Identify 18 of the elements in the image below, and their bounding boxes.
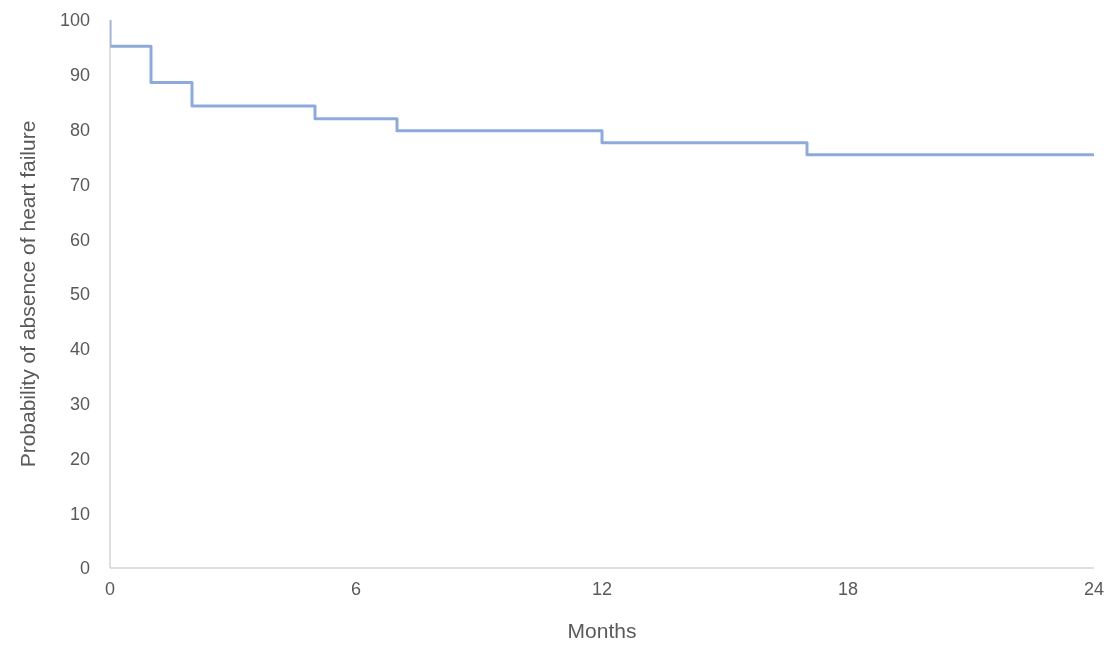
x-tick-label: 0 — [104, 578, 116, 599]
y-tick-label: 50 — [69, 284, 90, 305]
y-tick-label: 30 — [69, 393, 90, 414]
y-axis-title: Probability of absence of heart failure — [16, 120, 40, 468]
y-tick-label: 100 — [59, 10, 90, 31]
x-tick-label: 18 — [837, 578, 859, 599]
y-tick-label: 10 — [69, 503, 90, 524]
y-tick-label: 0 — [79, 558, 90, 579]
x-tick-label: 24 — [1083, 578, 1105, 599]
y-tick-label: 40 — [69, 339, 90, 360]
y-tick-label: 70 — [69, 174, 90, 195]
y-tick-label: 80 — [69, 119, 90, 140]
x-tick-label: 12 — [591, 578, 613, 599]
x-tick-label: 6 — [350, 578, 362, 599]
y-tick-label: 20 — [69, 448, 90, 469]
y-tick-label: 90 — [69, 65, 90, 86]
x-axis-title: Months — [567, 619, 637, 642]
y-tick-label: 60 — [69, 229, 90, 250]
